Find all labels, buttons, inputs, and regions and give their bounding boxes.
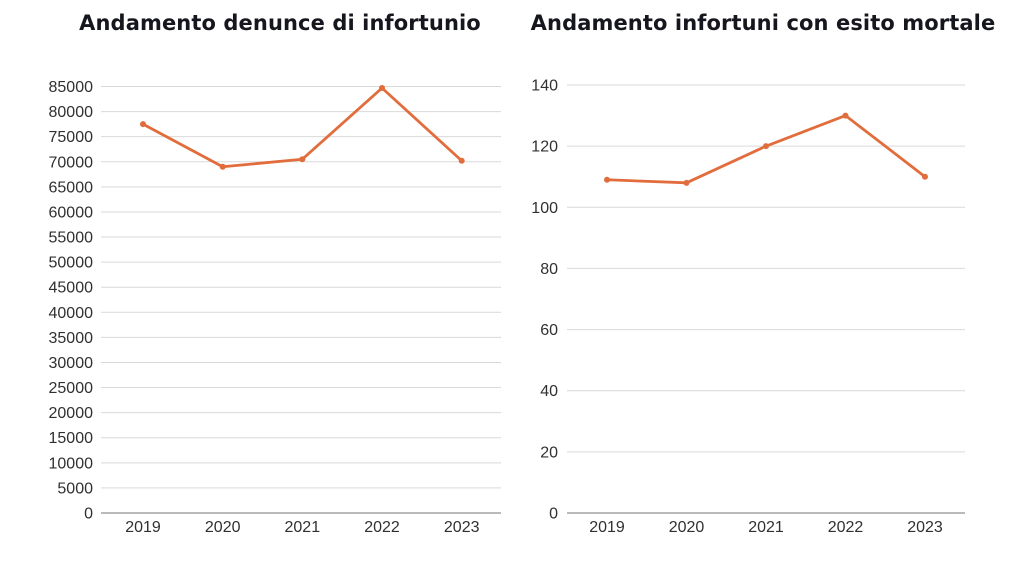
y-tick-label: 45000 [49,280,94,297]
x-tick-label: 2019 [125,519,161,536]
series-line [141,86,464,169]
chart-injury-reports: Andamento denunce di infortunio 0 5000 100… [49,11,501,536]
x-tick-label: 2021 [748,519,784,536]
y-tick-label: 40000 [49,305,94,322]
y-tick-label: 60 [540,322,558,339]
y-tick-label: 35000 [49,330,94,347]
y-tick-label: 65000 [49,179,94,196]
y-tick-label: 55000 [49,230,94,247]
y-tick-label: 25000 [49,380,94,397]
y-tick-label: 120 [531,139,558,156]
y-tick-label: 30000 [49,355,94,372]
y-tick-label: 50000 [49,255,94,272]
y-tick-label: 70000 [49,154,94,171]
series-line [605,114,927,185]
data-point [458,157,465,164]
data-point [683,179,690,186]
y-tick-label: 140 [531,78,558,95]
y-tick-label: 20000 [49,405,94,422]
x-tick-label: 2023 [907,519,943,536]
x-tick-label: 2023 [444,519,480,536]
x-tick-label: 2019 [589,519,625,536]
y-tick-label: 60000 [49,204,94,221]
y-tick-label: 20 [540,444,558,461]
data-point [219,163,226,170]
x-tick-label: 2022 [828,519,864,536]
chart-title-fatal-injuries: Andamento infortuni con esito mortale [530,11,996,35]
line-plot-injury-reports: 0 5000 10000 15000 20000 25000 30000 35000 40000… [49,79,501,536]
data-point [299,156,306,163]
data-point [140,121,146,128]
y-tick-label: 40 [540,383,558,400]
y-tick-label: 80000 [49,104,94,121]
x-tick-label: 2020 [205,519,241,536]
x-tick-label: 2021 [285,519,321,536]
y-tick-label: 15000 [49,430,94,447]
y-tick-label: 10000 [49,455,94,472]
y-tick-label: 0 [549,506,558,523]
x-tick-label: 2020 [669,519,705,536]
y-tick-label: 100 [531,200,558,217]
y-tick-label: 5000 [57,480,93,497]
data-point [922,173,928,180]
data-point [379,85,385,92]
chart-title-injury-reports: Andamento denunce di infortunio [79,11,481,35]
data-point [763,143,769,150]
y-tick-label: 75000 [49,129,94,146]
y-tick-label: 85000 [49,79,94,96]
line-plot-fatal-injuries: 0 20 40 60 80 100 120 140 2019 2020 2021 2022 2023 [531,78,965,536]
data-point [604,176,610,183]
y-tick-label: 0 [84,506,93,523]
x-tick-label: 2022 [364,519,400,536]
y-tick-label: 80 [540,261,558,278]
data-point [842,112,849,119]
chart-fatal-injuries: Andamento infortuni con esito mortale 0 2… [512,0,1024,564]
